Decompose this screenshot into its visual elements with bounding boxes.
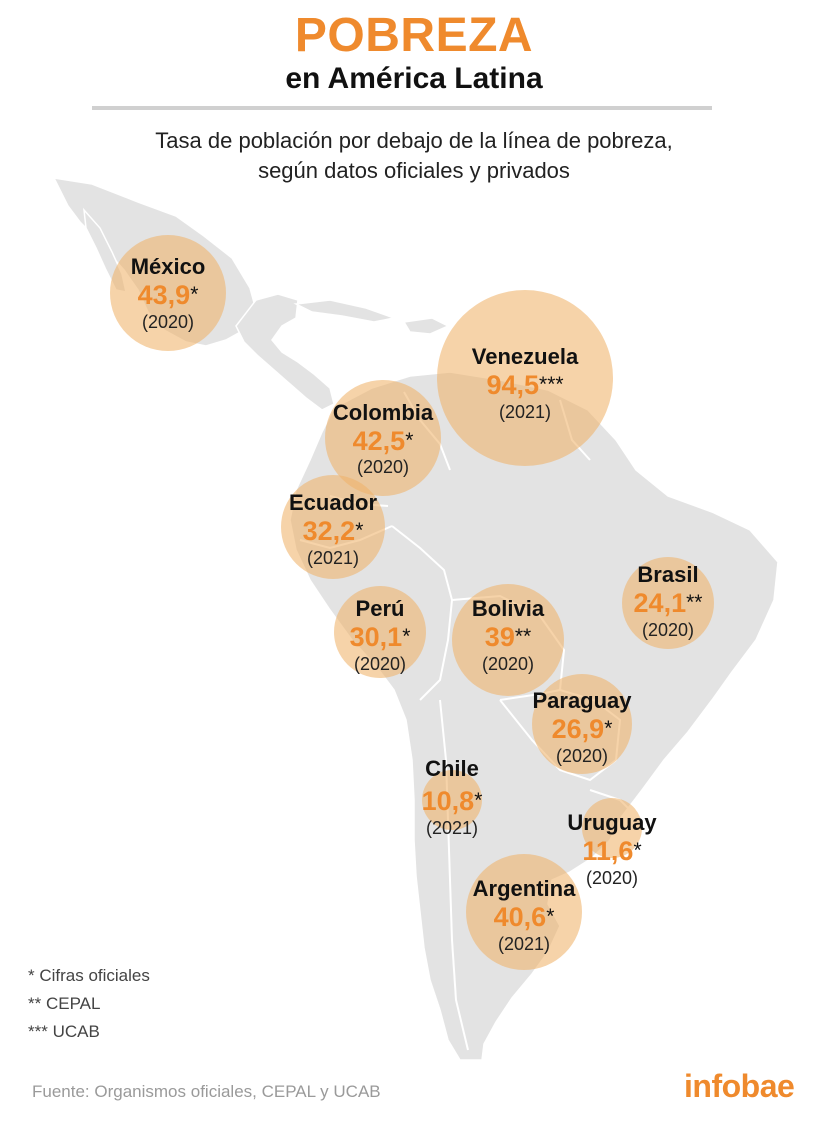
source-mark-chile: *	[474, 789, 482, 812]
year-peru: (2020)	[354, 654, 406, 674]
rate-value-peru: 30,1	[350, 622, 403, 652]
poverty-rate-ecuador: 32,2*	[303, 516, 364, 546]
year-argentina: (2021)	[498, 934, 550, 954]
year-venezuela: (2021)	[499, 402, 551, 422]
rate-value-mexico: 43,9	[138, 280, 191, 310]
source-mark-ecuador: *	[355, 519, 363, 542]
legend-cepal: ** CEPAL	[28, 994, 101, 1013]
rate-value-brasil: 24,1	[634, 588, 687, 618]
bubble-circle-ecuador	[281, 475, 385, 579]
bubble-circle-venezuela	[437, 290, 613, 466]
rate-value-ecuador: 32,2	[303, 516, 356, 546]
border-peru-brasil	[391, 525, 453, 601]
infobae-logo: infobae	[684, 1068, 795, 1104]
rate-value-paraguay: 26,9	[552, 714, 605, 744]
legend-official: * Cifras oficiales	[28, 966, 150, 985]
rate-value-colombia: 42,5	[353, 426, 406, 456]
description: Tasa de población por debajo de la línea…	[0, 126, 828, 186]
year-colombia: (2020)	[357, 457, 409, 477]
rate-value-venezuela: 94,5	[486, 370, 539, 400]
country-bubbles: México43,9*(2020)Venezuela94,5***(2021)C…	[110, 235, 714, 970]
rate-value-chile: 10,8	[422, 786, 475, 816]
land-cuba	[293, 299, 397, 323]
year-bolivia: (2020)	[482, 654, 534, 674]
description-line-1: Tasa de población por debajo de la línea…	[155, 128, 673, 153]
country-name-colombia: Colombia	[333, 400, 434, 425]
source-mark-venezuela: ***	[539, 373, 564, 396]
bubble-circle-chile	[422, 770, 482, 830]
rate-value-bolivia: 39	[485, 622, 515, 652]
poverty-rate-paraguay: 26,9*	[552, 714, 613, 744]
poverty-rate-mexico: 43,9*	[138, 280, 199, 310]
year-uruguay: (2020)	[586, 868, 638, 888]
bubble-circle-peru	[334, 586, 426, 678]
source-mark-argentina: *	[546, 905, 554, 928]
bubble-circle-paraguay	[532, 674, 632, 774]
bubble-circle-bolivia	[452, 584, 564, 696]
year-ecuador: (2021)	[307, 548, 359, 568]
poverty-rate-peru: 30,1*	[350, 622, 411, 652]
bubble-circle-brasil	[622, 557, 714, 649]
page-title: POBREZA	[294, 9, 534, 62]
country-name-chile: Chile	[425, 756, 479, 781]
rate-value-uruguay: 11,6	[582, 836, 633, 866]
country-name-venezuela: Venezuela	[472, 344, 579, 369]
country-name-bolivia: Bolivia	[472, 596, 545, 621]
description-line-2: según datos oficiales y privados	[258, 158, 570, 183]
country-name-uruguay: Uruguay	[567, 810, 657, 835]
border-chile-argentina	[439, 699, 469, 1051]
country-name-paraguay: Paraguay	[532, 688, 632, 713]
year-chile: (2021)	[426, 818, 478, 838]
country-name-peru: Perú	[356, 596, 405, 621]
poverty-rate-uruguay: 11,6*	[582, 836, 641, 866]
page-subtitle: en América Latina	[285, 62, 543, 95]
bubble-circle-mexico	[110, 235, 226, 351]
year-paraguay: (2020)	[556, 746, 608, 766]
year-mexico: (2020)	[142, 312, 194, 332]
country-name-mexico: México	[131, 254, 206, 279]
title-divider	[92, 106, 712, 110]
legend: * Cifras oficiales ** CEPAL *** UCAB	[28, 962, 150, 1046]
bubble-circle-uruguay	[582, 798, 642, 858]
poverty-rate-venezuela: 94,5***	[486, 370, 563, 400]
legend-ucab: *** UCAB	[28, 1022, 100, 1041]
source-mark-peru: *	[402, 625, 410, 648]
source-mark-brasil: **	[686, 591, 702, 614]
rate-value-argentina: 40,6	[494, 902, 547, 932]
source-mark-paraguay: *	[604, 717, 612, 740]
source-mark-bolivia: **	[515, 625, 531, 648]
bubble-circle-colombia	[325, 380, 441, 496]
poverty-rate-brasil: 24,1**	[634, 588, 703, 618]
land-central-america	[235, 293, 335, 411]
poverty-rate-chile: 10,8*	[422, 786, 483, 816]
border-peru-bolivia	[419, 599, 453, 701]
border-argentina-paraguay	[499, 699, 617, 782]
bubble-circle-argentina	[466, 854, 582, 970]
source-mark-uruguay: *	[633, 839, 641, 862]
source-mark-colombia: *	[405, 429, 413, 452]
country-name-ecuador: Ecuador	[289, 490, 377, 515]
country-name-argentina: Argentina	[473, 876, 576, 901]
poverty-rate-bolivia: 39**	[485, 622, 531, 652]
source-mark-mexico: *	[190, 283, 198, 306]
source-note: Fuente: Organismos oficiales, CEPAL y UC…	[32, 1082, 381, 1101]
poverty-rate-colombia: 42,5*	[353, 426, 414, 456]
land-hispaniola	[402, 317, 450, 335]
poverty-rate-argentina: 40,6*	[494, 902, 555, 932]
country-name-brasil: Brasil	[637, 562, 698, 587]
year-brasil: (2020)	[642, 620, 694, 640]
